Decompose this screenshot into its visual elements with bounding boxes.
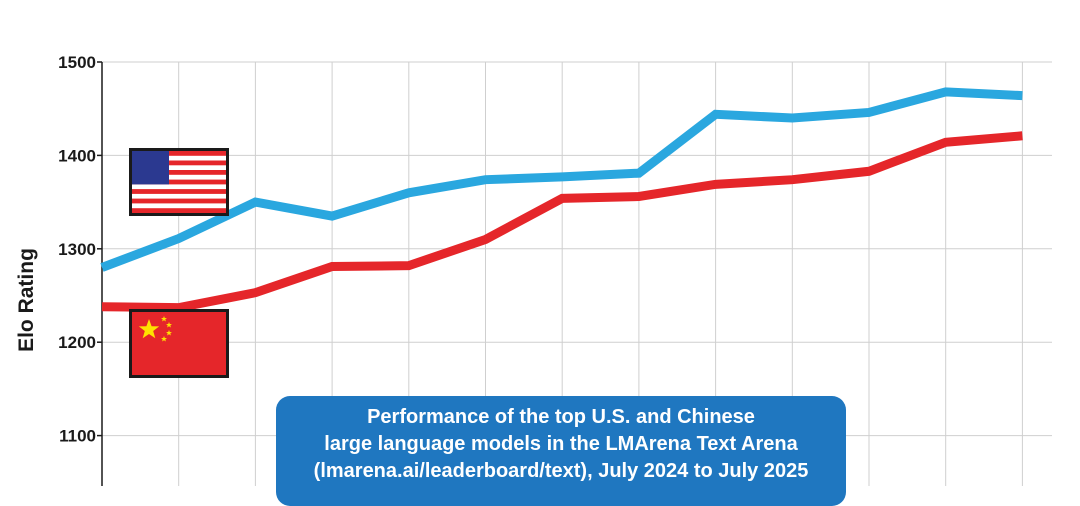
chart-caption-box: Performance of the top U.S. and Chinese … [276,396,846,506]
caption-line-2: large language models in the LMArena Tex… [324,433,798,455]
series-lines [100,87,1023,313]
china-series-line [101,131,1023,313]
y-tick-label: 1200 [58,333,96,352]
y-tick-label: 1500 [58,53,96,72]
caption-line-3: (lmarena.ai/leaderboard/text), July 2024… [313,460,809,482]
y-axis-ticks: 1100 1200 1300 1400 1500 [58,53,102,446]
y-axis-label: Elo Rating [15,248,38,352]
caption-line-1: Performance of the top U.S. and Chinese [367,406,755,428]
us-series-line [100,87,1023,272]
y-tick-label: 1100 [59,427,96,446]
china-flag-icon [129,309,229,378]
y-tick-label: 1300 [58,240,96,259]
us-flag-icon [129,148,229,216]
line-chart: 1100 1200 1300 1400 1500 Elo Rating [15,53,1052,486]
y-tick-label: 1400 [58,146,96,165]
